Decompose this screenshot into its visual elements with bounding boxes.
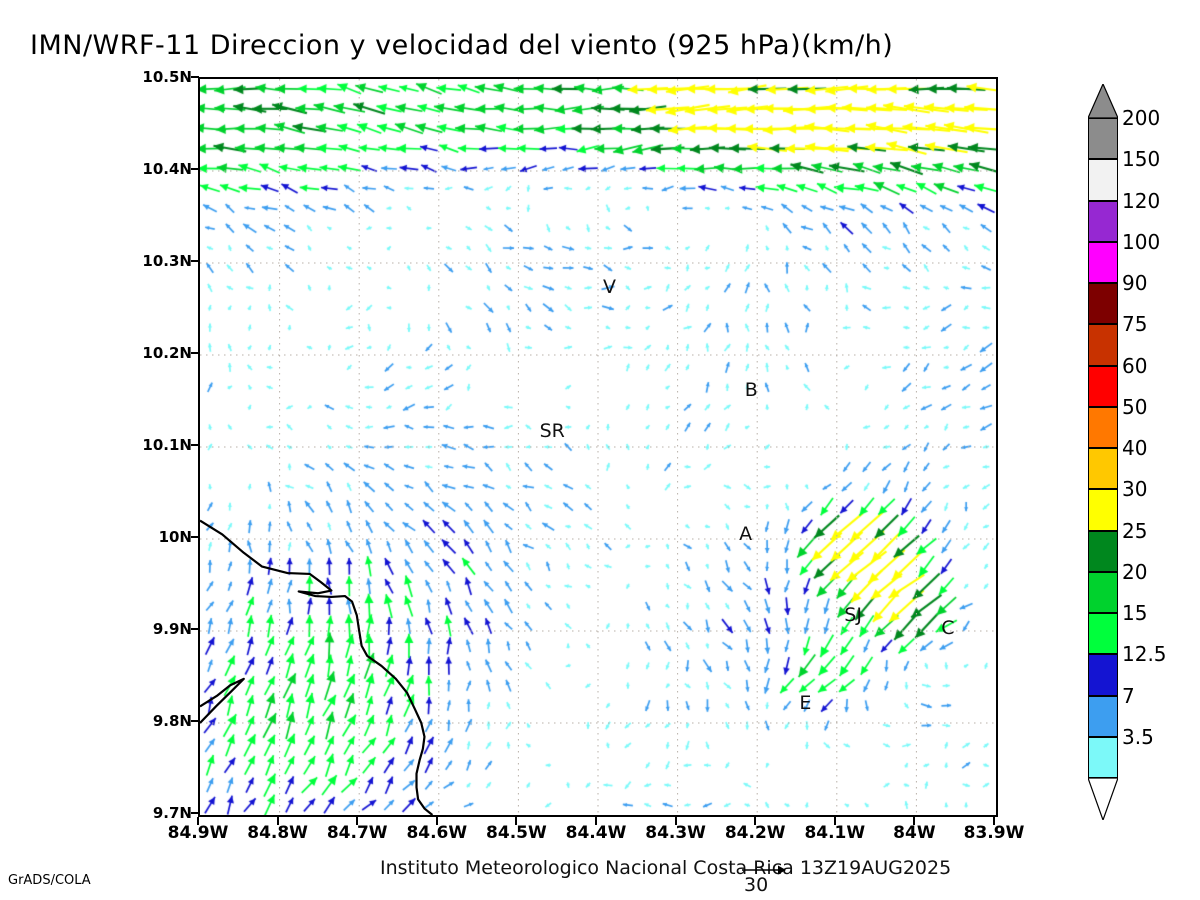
y-axis-tick xyxy=(191,352,199,354)
city-label-c: C xyxy=(941,617,955,640)
colorbar-segment xyxy=(1088,530,1118,572)
y-axis-tick xyxy=(191,76,199,78)
x-axis-label: 84.5W xyxy=(486,823,547,843)
colorbar-tick-label: 7 xyxy=(1122,683,1135,708)
city-label-v: V xyxy=(603,275,617,298)
x-axis-label: 84W xyxy=(893,823,936,843)
colorbar-tick-label: 3.5 xyxy=(1122,724,1154,749)
colorbar-tick-label: 200 xyxy=(1122,106,1161,130)
x-axis-label: 84.8W xyxy=(247,823,308,843)
page-title: IMN/WRF-11 Direccion y velocidad del vie… xyxy=(30,30,894,61)
colorbar-tick-label: 90 xyxy=(1122,271,1148,295)
x-axis-tick xyxy=(913,817,916,825)
colorbar-tick-label: 50 xyxy=(1122,394,1148,419)
y-axis-tick xyxy=(191,536,199,538)
y-axis-label: 10.3N xyxy=(142,252,192,270)
y-axis-label: 9.9N xyxy=(152,620,192,638)
x-axis-tick xyxy=(833,817,836,825)
x-axis-tick xyxy=(435,817,438,825)
colorbar-segment xyxy=(1088,324,1118,366)
colorbar-segment xyxy=(1088,283,1118,325)
y-axis-tick xyxy=(191,168,199,170)
colorbar-segment xyxy=(1088,241,1118,283)
y-axis-label: 9.7N xyxy=(152,804,192,822)
y-axis-tick xyxy=(191,260,199,262)
y-axis-label: 9.8N xyxy=(152,712,192,730)
y-axis-tick xyxy=(191,444,199,446)
x-axis-label: 84.1W xyxy=(804,823,866,843)
colorbar[interactable]: 3.5 7 12.5 15 20 25 30 40 50 60 75 90 100 120 150 200 xyxy=(1087,82,1167,822)
colorbar-segment xyxy=(1088,365,1118,407)
colorbar-segment xyxy=(1088,736,1118,778)
colorbar-segment xyxy=(1088,695,1118,737)
y-axis-label: 10N xyxy=(158,528,192,546)
colorbar-tick-label: 12.5 xyxy=(1122,642,1167,667)
x-axis-tick xyxy=(754,817,757,825)
grid-lines xyxy=(200,79,996,815)
colorbar-tick-label: 150 xyxy=(1122,147,1161,172)
x-axis-tick xyxy=(674,817,677,825)
colorbar-tick-label: 60 xyxy=(1122,353,1148,378)
x-axis-tick xyxy=(197,817,199,825)
colorbar-tick-label: 75 xyxy=(1122,312,1148,337)
colorbar-segment xyxy=(1088,159,1118,201)
x-axis-tick xyxy=(276,817,279,825)
x-axis-label: 84.2W xyxy=(724,823,786,843)
y-axis-tick xyxy=(191,628,199,630)
colorbar-tick-label: 20 xyxy=(1122,559,1148,584)
colorbar-tick-label: 15 xyxy=(1122,601,1148,625)
x-axis-label: 83.9W xyxy=(963,823,1025,843)
colorbar-cap-top xyxy=(1087,82,1119,119)
wind-field-plot xyxy=(198,77,998,817)
colorbar-tick-label: 100 xyxy=(1122,229,1161,254)
x-axis-label: 84.3W xyxy=(645,823,706,843)
city-label-b: B xyxy=(744,378,758,401)
y-axis-label: 10.1N xyxy=(142,436,192,454)
colorbar-segment xyxy=(1088,571,1118,613)
colorbar-segment xyxy=(1088,489,1118,531)
colorbar-segment xyxy=(1088,613,1118,655)
y-axis-label: 10.4N xyxy=(142,160,192,178)
y-axis-label: 10.5N xyxy=(142,68,192,86)
colorbar-cap-bottom xyxy=(1087,777,1119,822)
colorbar-tick-label: 25 xyxy=(1122,518,1148,543)
x-axis-label: 84.4W xyxy=(565,823,627,843)
y-axis-label: 10.2N xyxy=(142,344,192,362)
colorbar-segment xyxy=(1088,654,1118,696)
x-axis-label: 84.6W xyxy=(406,823,468,843)
x-axis-label: 84.9W xyxy=(167,823,229,843)
colorbar-segment xyxy=(1088,118,1118,160)
footer-credit: GrADS/COLA xyxy=(8,873,91,888)
x-axis-tick xyxy=(515,817,518,825)
city-label-sj: SJ xyxy=(844,604,862,627)
city-label-sr: SR xyxy=(539,420,565,443)
x-axis-tick xyxy=(993,817,995,825)
colorbar-segment xyxy=(1088,448,1118,490)
colorbar-segment xyxy=(1088,406,1118,448)
colorbar-tick-label: 40 xyxy=(1122,436,1148,460)
y-axis-tick xyxy=(191,720,199,722)
colorbar-tick-label: 120 xyxy=(1122,188,1161,213)
y-axis-tick xyxy=(191,812,199,814)
reference-vector-label: 30 xyxy=(744,874,769,896)
x-axis-tick xyxy=(595,817,597,825)
reference-vector-icon xyxy=(742,865,786,875)
coastline xyxy=(200,519,434,815)
city-label-e: E xyxy=(799,691,812,714)
footer-institution: Instituto Meteorologico Nacional Costa R… xyxy=(380,857,952,879)
x-axis-label: 84.7W xyxy=(326,823,388,843)
colorbar-tick-label: 30 xyxy=(1122,477,1148,502)
city-label-a: A xyxy=(739,523,753,546)
x-axis-tick xyxy=(356,817,359,825)
colorbar-segment xyxy=(1088,200,1118,242)
